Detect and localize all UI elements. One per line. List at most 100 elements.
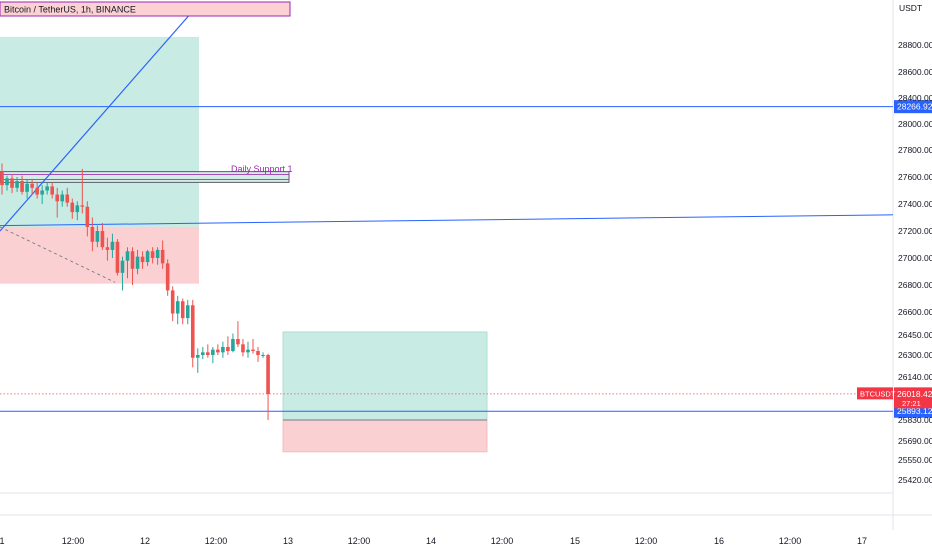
candle-body: [75, 205, 80, 213]
candle-body: [50, 186, 54, 195]
candle-body: [110, 241, 115, 250]
symbol-badge: BTCUSDT: [860, 389, 896, 398]
candle-body: [170, 290, 175, 314]
price-badge-top-bg: [894, 100, 932, 114]
candle-body: [160, 249, 165, 264]
time-tick-label: 12:00: [779, 536, 802, 546]
candle-body: [130, 251, 135, 269]
candle-body: [80, 205, 85, 207]
candle-body: [135, 256, 140, 269]
candle-body: [100, 231, 105, 248]
long-position-2-profit-zone[interactable]: [282, 331, 488, 421]
time-tick-label: 12:00: [62, 536, 85, 546]
price-axis[interactable]: 28800.00 28600.00 28400.00 28000.00 27800.00…: [898, 40, 932, 485]
price-tick-label: 26800.00: [898, 280, 932, 290]
symbol-badge-bg: [857, 387, 893, 400]
position-tools: [0, 36, 488, 453]
last-price-badge-bg: [894, 387, 932, 409]
time-tick-label: 17: [857, 536, 867, 546]
countdown-label: 27:21: [902, 399, 921, 408]
candle-body: [55, 194, 60, 202]
price-tick-label: 28000.00: [898, 119, 932, 129]
time-tick-label: 12:00: [205, 536, 228, 546]
candle-body: [201, 352, 205, 355]
candle-body: [266, 355, 270, 394]
price-tick-label: 27200.00: [898, 226, 932, 236]
candle-body: [261, 355, 265, 356]
candle-body: [211, 349, 215, 355]
candle-body: [236, 339, 240, 345]
time-axis[interactable]: 1 12:00 12 12:00 13 12:00 14 12:00 15 12:00 16 12:0…: [0, 536, 867, 546]
time-tick-label: 15: [570, 536, 580, 546]
price-tick-label: 25550.00: [898, 455, 932, 465]
candle-body: [251, 349, 255, 351]
trend-line[interactable]: [0, 214, 894, 227]
candle-body: [60, 194, 65, 202]
price-tick-label: 27400.00: [898, 199, 932, 209]
candle-body: [165, 263, 170, 291]
candle-body: [25, 183, 29, 192]
candle-body: [221, 347, 225, 353]
candle-body: [10, 178, 14, 188]
candle-body: [155, 249, 160, 258]
price-tick-label: 26300.00: [898, 350, 932, 360]
candle-body: [125, 251, 130, 261]
support-zone-inner-box: [0, 174, 290, 180]
price-tick-label: 25690.00: [898, 436, 932, 446]
candle-body: [95, 231, 100, 242]
price-tick-label: 28800.00: [898, 40, 932, 50]
candle-body: [35, 187, 39, 195]
candle-body: [145, 251, 150, 263]
candle-body: [206, 352, 210, 355]
support-label: Daily Support 1: [231, 164, 293, 174]
candle-body: [246, 349, 250, 353]
time-tick-label: 12:00: [348, 536, 371, 546]
candle-body: [85, 206, 90, 227]
price-tick-label: 26600.00: [898, 307, 932, 317]
time-tick-label: 12:00: [491, 536, 514, 546]
price-tick-label: 27600.00: [898, 172, 932, 182]
candle-body: [40, 190, 44, 195]
price-tick-label: 26450.00: [898, 330, 932, 340]
price-badge-bottom: 25893.12: [897, 406, 932, 416]
price-tick-label: 25420.00: [898, 475, 932, 485]
candle-body: [185, 305, 190, 319]
price-tick-label: 27800.00: [898, 145, 932, 155]
time-tick-label: 13: [283, 536, 293, 546]
candle-body: [150, 251, 155, 258]
candle-body: [180, 301, 185, 319]
candle-body: [140, 256, 145, 263]
drawing-lines: [0, 3, 894, 412]
chart-title: Bitcoin / TetherUS, 1h, BINANCE: [4, 5, 136, 15]
candle-body: [65, 194, 70, 203]
price-tick-label: 28400.00: [898, 93, 932, 103]
long-position-2-stop-zone[interactable]: [282, 419, 488, 453]
time-tick-label: 14: [426, 536, 436, 546]
long-position-1-stop-zone[interactable]: [0, 226, 199, 284]
candle-body: [70, 202, 75, 213]
candle-body: [216, 349, 220, 353]
time-tick-label: 12: [140, 536, 150, 546]
candle-body: [175, 301, 180, 314]
candle-body: [195, 355, 200, 358]
candle-body: [5, 178, 9, 186]
candle-body: [256, 351, 260, 355]
candle-body: [20, 181, 24, 192]
price-badge-top: 28266.92: [897, 102, 932, 112]
arrow-line[interactable]: [0, 3, 200, 232]
candlestick-series: [0, 163, 270, 420]
candle-body: [226, 347, 230, 351]
candle-body: [190, 305, 195, 358]
time-tick-label: 12:00: [635, 536, 658, 546]
candle-body: [45, 186, 49, 191]
long-position-1-profit-zone[interactable]: [0, 36, 199, 227]
candle-body: [115, 241, 120, 273]
candle-body: [120, 260, 125, 273]
title-highlight-box: [0, 1, 291, 17]
candle-body: [90, 226, 95, 242]
candle-body: [105, 247, 110, 250]
price-tick-label: 27000.00: [898, 253, 932, 263]
price-tick-label: 25830.00: [898, 415, 932, 425]
